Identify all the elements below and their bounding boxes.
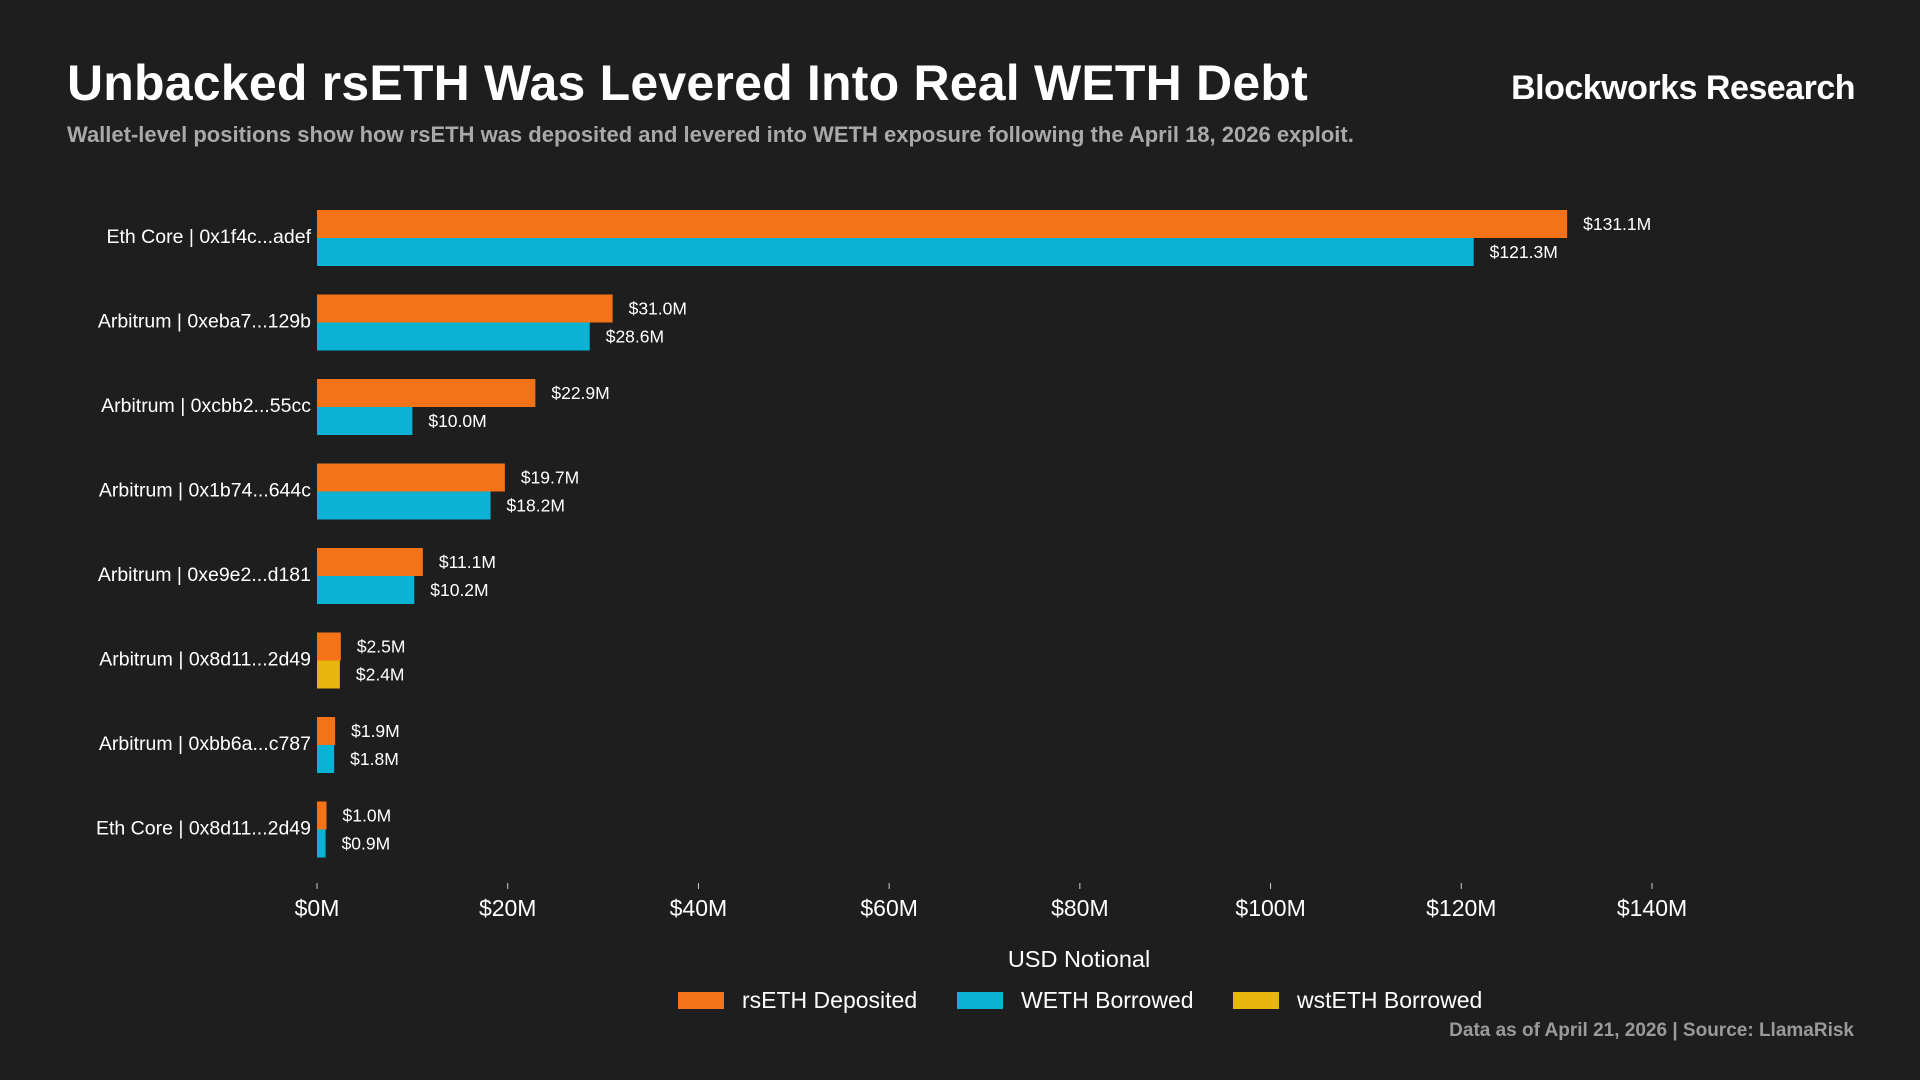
data-label-rseth-deposited-2: $22.9M	[551, 383, 609, 403]
bar-rseth-deposited-6	[317, 717, 336, 745]
bar-weth-borrowed-2	[317, 407, 413, 435]
legend-swatch-wsteth	[1233, 991, 1279, 1009]
data-label-weth-borrowed-4: $10.2M	[430, 580, 488, 600]
data-label-rseth-deposited-5: $2.5M	[357, 637, 406, 657]
legend-item-wsteth[interactable]: wstETH Borrowed	[1233, 983, 1482, 1017]
data-label-weth-borrowed-0: $121.3M	[1490, 242, 1558, 262]
x-tick-label-1: $20M	[479, 895, 537, 921]
legend-label-rseth: rsETH Deposited	[742, 986, 918, 1013]
category-label-6: Arbitrum | 0xbb6a...c787	[99, 733, 311, 755]
bar-rseth-deposited-0	[317, 210, 1568, 238]
bar-rseth-deposited-7	[317, 801, 327, 830]
bar-rseth-deposited-3	[317, 463, 505, 492]
bar-weth-borrowed-6	[317, 745, 335, 773]
data-label-rseth-deposited-0: $131.1M	[1583, 214, 1651, 234]
x-tick-label-6: $120M	[1426, 895, 1496, 921]
x-tick-label-0: $0M	[295, 895, 340, 921]
data-label-weth-borrowed-2: $10.0M	[428, 411, 486, 431]
category-label-3: Arbitrum | 0x1b74...644c	[99, 480, 311, 502]
chart-subtitle: Wallet-level positions show how rsETH wa…	[67, 122, 1354, 147]
legend-label-weth: WETH Borrowed	[1021, 986, 1194, 1013]
data-label-weth-borrowed-6: $1.8M	[350, 749, 399, 769]
bar-rseth-deposited-1	[317, 294, 613, 323]
legend-swatch-weth	[957, 991, 1003, 1009]
brand-logo: Blockworks Research	[1511, 69, 1855, 107]
category-label-0: Eth Core | 0x1f4c...adef	[106, 226, 311, 248]
source-footnote: Data as of April 21, 2026 | Source: Llam…	[1449, 1020, 1854, 1041]
legend-item-weth[interactable]: WETH Borrowed	[957, 983, 1194, 1017]
data-label-rseth-deposited-6: $1.9M	[351, 721, 400, 741]
bar-weth-borrowed-3	[317, 491, 491, 520]
legend-item-rseth[interactable]: rsETH Deposited	[678, 983, 917, 1017]
bar-weth-borrowed-0	[317, 238, 1474, 266]
x-tick-label-7: $140M	[1617, 895, 1687, 921]
data-label-rseth-deposited-7: $1.0M	[343, 806, 392, 826]
legend: rsETH Deposited WETH Borrowed wstETH Bor…	[0, 983, 1920, 1017]
x-tick-label-4: $80M	[1051, 895, 1109, 921]
legend-label-wsteth: wstETH Borrowed	[1297, 986, 1483, 1013]
data-label-rseth-deposited-3: $19.7M	[521, 468, 579, 488]
data-label-rseth-deposited-4: $11.1M	[439, 552, 496, 572]
x-axis-title: USD Notional	[1008, 946, 1150, 972]
data-label-weth-borrowed-3: $18.2M	[507, 496, 565, 516]
bar-rseth-deposited-5	[317, 632, 341, 661]
data-label-weth-borrowed-1: $28.6M	[606, 327, 664, 347]
bar-weth-borrowed-1	[317, 322, 590, 351]
data-label-wsteth-borrowed-5: $2.4M	[356, 665, 405, 685]
x-tick-label-5: $100M	[1235, 895, 1305, 921]
bar-rseth-deposited-4	[317, 548, 423, 576]
bar-weth-borrowed-4	[317, 576, 415, 604]
bar-rseth-deposited-2	[317, 379, 536, 407]
category-label-1: Arbitrum | 0xeba7...129b	[98, 311, 311, 333]
bar-weth-borrowed-7	[317, 829, 326, 858]
x-tick-label-3: $60M	[860, 895, 918, 921]
data-label-weth-borrowed-7: $0.9M	[342, 834, 391, 854]
category-label-4: Arbitrum | 0xe9e2...d181	[98, 564, 311, 586]
legend-swatch-rseth	[678, 991, 724, 1009]
category-label-7: Eth Core | 0x8d11...2d49	[96, 818, 311, 840]
chart-title: Unbacked rsETH Was Levered Into Real WET…	[67, 55, 1308, 111]
category-label-5: Arbitrum | 0x8d11...2d49	[99, 649, 311, 671]
category-label-2: Arbitrum | 0xcbb2...55cc	[101, 395, 311, 417]
bar-chart: Eth Core | 0x1f4c...adef $131.1M $121.3M Ar…	[96, 210, 1687, 972]
data-label-rseth-deposited-1: $31.0M	[629, 299, 687, 319]
bar-wsteth-borrowed-5	[317, 660, 340, 689]
x-tick-label-2: $40M	[670, 895, 728, 921]
